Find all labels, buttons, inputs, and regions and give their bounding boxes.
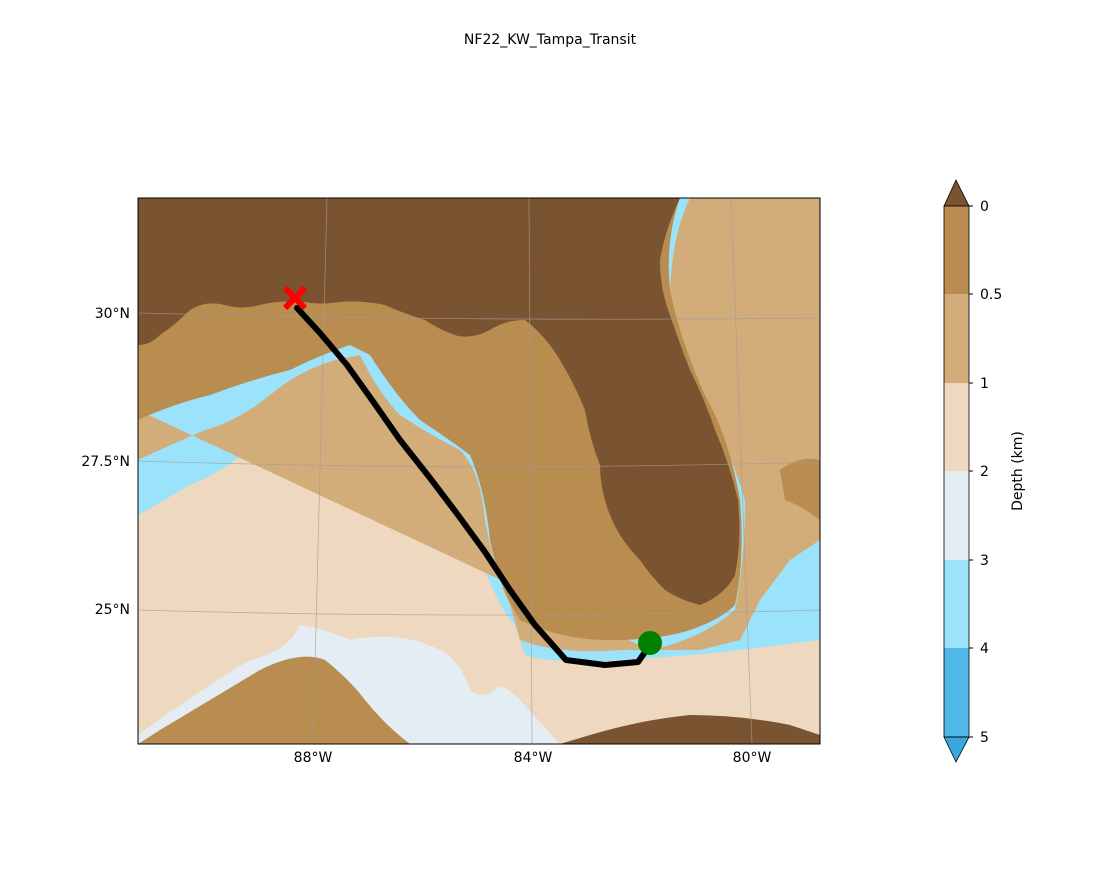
colorbar: 0 0.5 1 2 3 4 5 Depth (km) bbox=[943, 179, 1026, 763]
colorbar-tick-label: 5 bbox=[980, 730, 989, 746]
lon-tick-label: 88°W bbox=[294, 750, 333, 766]
colorbar-tick-label: 3 bbox=[980, 553, 989, 569]
colorbar-tick-label: 0.5 bbox=[980, 287, 1002, 303]
lat-tick-label: 25°N bbox=[95, 602, 130, 618]
land-region bbox=[138, 198, 740, 605]
start-marker-icon bbox=[282, 285, 308, 311]
ship-track bbox=[294, 305, 653, 668]
graticule bbox=[138, 198, 820, 744]
lon-tick-label: 84°W bbox=[514, 750, 553, 766]
colorbar-tick-label: 0 bbox=[980, 199, 989, 215]
colorbar-tick-label: 1 bbox=[980, 376, 989, 392]
colorbar-label: Depth (km) bbox=[1010, 431, 1026, 511]
colorbar-band bbox=[944, 648, 969, 737]
map-axes: 30°N 27.5°N 25°N 88°W 84°W 80°W bbox=[81, 197, 821, 766]
end-marker-icon bbox=[638, 631, 662, 655]
bahamas-bank-region bbox=[780, 458, 820, 520]
figure-title: NF22_KW_Tampa_Transit bbox=[464, 32, 637, 48]
cuba-region bbox=[560, 715, 820, 744]
colorbar-band bbox=[944, 560, 969, 648]
colorbar-extend-top bbox=[943, 179, 970, 207]
colorbar-band bbox=[944, 206, 969, 294]
colorbar-extend-bottom bbox=[943, 736, 970, 763]
yucatan-region bbox=[138, 656, 410, 744]
lon-tick-label: 80°W bbox=[733, 750, 772, 766]
lat-tick-label: 27.5°N bbox=[81, 454, 130, 470]
colorbar-tick-label: 2 bbox=[980, 464, 989, 480]
colorbar-tick-label: 4 bbox=[980, 641, 989, 657]
bathymetry-map bbox=[138, 198, 820, 744]
lat-tick-label: 30°N bbox=[95, 306, 130, 322]
colorbar-band bbox=[944, 471, 969, 560]
map-frame bbox=[137, 197, 821, 745]
depth-05-1-region bbox=[138, 198, 820, 652]
colorbar-band bbox=[944, 294, 969, 383]
colorbar-band bbox=[944, 383, 969, 471]
colorbar-ticks bbox=[969, 205, 973, 738]
